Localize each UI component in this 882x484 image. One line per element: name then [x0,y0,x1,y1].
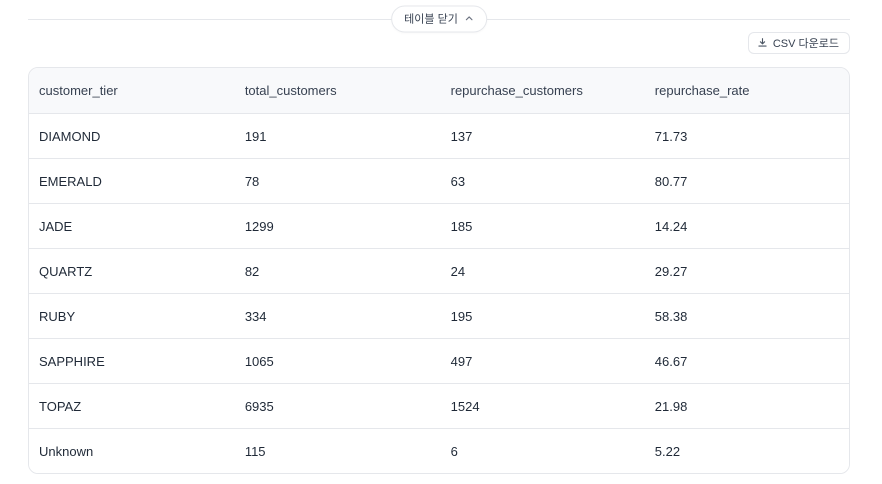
table-cell: 1065 [234,338,441,383]
table-container: customer_tier total_customers repurchase_c… [28,67,850,474]
table-cell: 46.67 [644,338,849,383]
table-cell: EMERALD [29,158,235,203]
table-cell: JADE [29,203,235,248]
table-head: customer_tier total_customers repurchase_c… [29,68,849,113]
table-row: EMERALD 78 63 80.77 [29,158,849,203]
collapse-bar: 테이블 닫기 [28,0,850,33]
table-cell: 14.24 [644,203,849,248]
table-cell: 5.22 [644,428,849,473]
table-cell: 137 [440,113,645,158]
table-cell: 71.73 [644,113,849,158]
csv-download-button[interactable]: CSV 다운로드 [747,32,850,54]
table-cell: 82 [234,248,441,293]
table-cell: 195 [440,293,645,338]
table-row: Unknown 115 6 5.22 [29,428,849,473]
table-cell: 1299 [234,203,441,248]
table-cell: 58.38 [644,293,849,338]
column-header: repurchase_rate [644,68,849,113]
table-row: DIAMOND 191 137 71.73 [29,113,849,158]
table-cell: 191 [234,113,441,158]
table-cell: 21.98 [644,383,849,428]
table-row: SAPPHIRE 1065 497 46.67 [29,338,849,383]
table-cell: QUARTZ [29,248,235,293]
data-table: customer_tier total_customers repurchase_c… [29,68,849,473]
table-row: QUARTZ 82 24 29.27 [29,248,849,293]
table-body: DIAMOND 191 137 71.73 EMERALD 78 63 80.77 JADE 12… [29,113,849,473]
table-cell: SAPPHIRE [29,338,235,383]
column-header: repurchase_customers [440,68,645,113]
column-header: total_customers [234,68,441,113]
table-cell: 497 [440,338,645,383]
table-cell: 80.77 [644,158,849,203]
table-row: JADE 1299 185 14.24 [29,203,849,248]
collapse-table-button[interactable]: 테이블 닫기 [391,5,487,33]
table-cell: 6 [440,428,645,473]
table-row: TOPAZ 6935 1524 21.98 [29,383,849,428]
table-cell: 1524 [440,383,645,428]
table-row: RUBY 334 195 58.38 [29,293,849,338]
column-header: customer_tier [29,68,235,113]
table-cell: DIAMOND [29,113,235,158]
table-cell: Unknown [29,428,235,473]
table-cell: TOPAZ [29,383,235,428]
csv-download-label: CSV 다운로드 [772,37,839,50]
table-cell: RUBY [29,293,235,338]
table-cell: 24 [440,248,645,293]
table-cell: 29.27 [644,248,849,293]
table-cell: 63 [440,158,645,203]
collapse-table-label: 테이블 닫기 [404,13,458,26]
page-wrapper: 테이블 닫기 CSV 다운로드 customer_tier to [28,0,850,474]
table-cell: 78 [234,158,441,203]
header-row: customer_tier total_customers repurchase_c… [29,68,849,113]
chevron-up-icon [464,14,474,24]
table-cell: 185 [440,203,645,248]
table-cell: 6935 [234,383,441,428]
download-icon [757,37,768,48]
table-cell: 334 [234,293,441,338]
csv-row: CSV 다운로드 [28,32,850,54]
table-cell: 115 [234,428,441,473]
